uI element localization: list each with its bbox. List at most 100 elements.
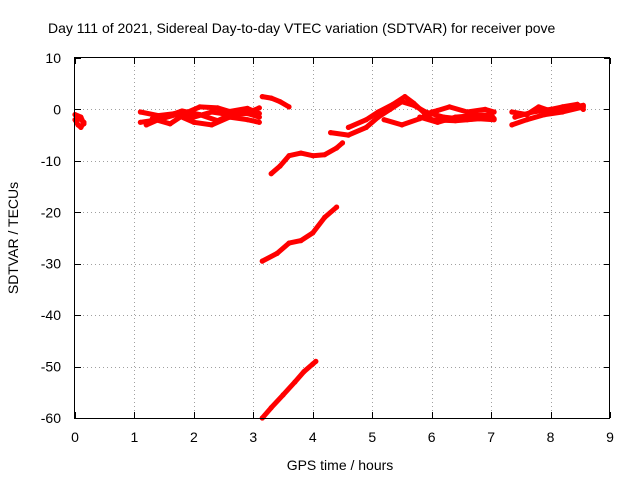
y-tick-label: 10 — [45, 50, 61, 66]
data-point — [78, 124, 84, 130]
data-point — [274, 250, 280, 256]
data-point — [298, 150, 304, 156]
data-point — [149, 116, 155, 122]
x-tick-label: 2 — [190, 429, 198, 445]
y-tick-label: 0 — [53, 101, 61, 117]
data-point — [524, 117, 530, 123]
x-tick-label: 8 — [547, 429, 555, 445]
y-tick-label: -60 — [41, 410, 61, 426]
data-point — [310, 230, 316, 236]
data-point — [277, 99, 283, 105]
data-point — [268, 171, 274, 177]
data-point — [215, 118, 221, 124]
x-tick-label: 7 — [487, 429, 495, 445]
data-point — [536, 104, 542, 110]
data-point — [488, 112, 494, 118]
data-point — [574, 101, 580, 107]
data-point — [244, 117, 250, 123]
data-point — [143, 122, 149, 128]
x-tick-label: 3 — [249, 429, 257, 445]
data-point — [512, 114, 518, 120]
data-point — [334, 204, 340, 210]
data-point — [259, 94, 265, 100]
x-tick-label: 0 — [71, 429, 79, 445]
plot-frame — [74, 57, 610, 419]
data-point — [417, 114, 423, 120]
data-point — [328, 130, 334, 136]
data-point — [256, 105, 262, 111]
data-point — [390, 101, 396, 107]
data-point — [256, 110, 262, 117]
data-point — [81, 121, 87, 127]
x-tick-label: 1 — [131, 429, 139, 445]
data-point — [298, 238, 304, 244]
x-tick-label: 4 — [309, 429, 317, 445]
series-line-pass-5 — [149, 104, 262, 127]
data-point — [209, 109, 215, 115]
data-point — [345, 124, 351, 130]
data-point — [580, 106, 586, 112]
data-point — [375, 109, 381, 115]
data-point — [244, 105, 250, 111]
x-tick-label: 9 — [606, 429, 614, 445]
data-point — [286, 153, 292, 159]
data-point — [280, 392, 286, 398]
data-point — [277, 163, 283, 169]
data-point — [339, 140, 346, 146]
data-point — [334, 145, 340, 151]
data-point — [301, 369, 307, 375]
data-point — [509, 122, 515, 128]
x-axis-title: GPS time / hours — [287, 457, 394, 473]
y-axis-title: SDTVAR / TECUs — [5, 182, 21, 294]
x-tick-label: 5 — [368, 429, 376, 445]
data-point — [256, 119, 262, 125]
data-point — [363, 124, 369, 130]
data-point — [548, 106, 554, 112]
data-point — [310, 153, 316, 159]
data-point — [491, 116, 497, 122]
data-point — [259, 258, 265, 264]
x-tick-label: 6 — [428, 429, 436, 445]
series-line-pass-9 — [345, 94, 497, 130]
data-point — [530, 109, 536, 115]
data-point — [268, 95, 274, 101]
y-tick-label: -20 — [41, 204, 61, 220]
data-point — [482, 106, 488, 112]
data-point — [435, 107, 441, 114]
data-point — [197, 112, 203, 118]
series-line-pass-6 — [259, 94, 292, 110]
data-point — [137, 109, 143, 115]
axis-ticks: 0 1 2 3 4 5 6 7 8 9 10 0 -10 -20 -30 -40 -50 -60 — [41, 50, 614, 445]
data-point — [227, 108, 233, 115]
data-point — [197, 104, 203, 110]
y-tick-label: -10 — [41, 153, 61, 169]
y-tick-label: -30 — [41, 256, 61, 272]
data-point — [509, 109, 515, 115]
data-point — [402, 94, 408, 100]
data-point — [411, 100, 417, 106]
chart-title: Day 111 of 2021, Sidereal Day-to-day VTE… — [48, 20, 556, 36]
data-point — [209, 122, 215, 128]
data-point — [191, 119, 197, 125]
data-point — [268, 405, 274, 411]
series-layer — [72, 94, 586, 421]
y-tick-label: -40 — [41, 307, 61, 323]
data-point — [185, 109, 191, 115]
data-point — [429, 109, 435, 115]
data-point — [286, 104, 292, 110]
data-point — [345, 132, 351, 138]
series-line-pass-7 — [268, 140, 345, 177]
data-point — [464, 109, 470, 115]
data-point — [167, 121, 173, 127]
data-point — [363, 117, 369, 123]
data-point — [256, 114, 262, 120]
data-point — [292, 379, 298, 385]
data-point — [559, 104, 566, 110]
y-tick-label: -50 — [41, 359, 61, 375]
data-point — [399, 122, 405, 128]
data-point — [435, 119, 441, 125]
data-point — [78, 114, 84, 120]
data-point — [161, 114, 167, 120]
data-point — [452, 114, 458, 120]
